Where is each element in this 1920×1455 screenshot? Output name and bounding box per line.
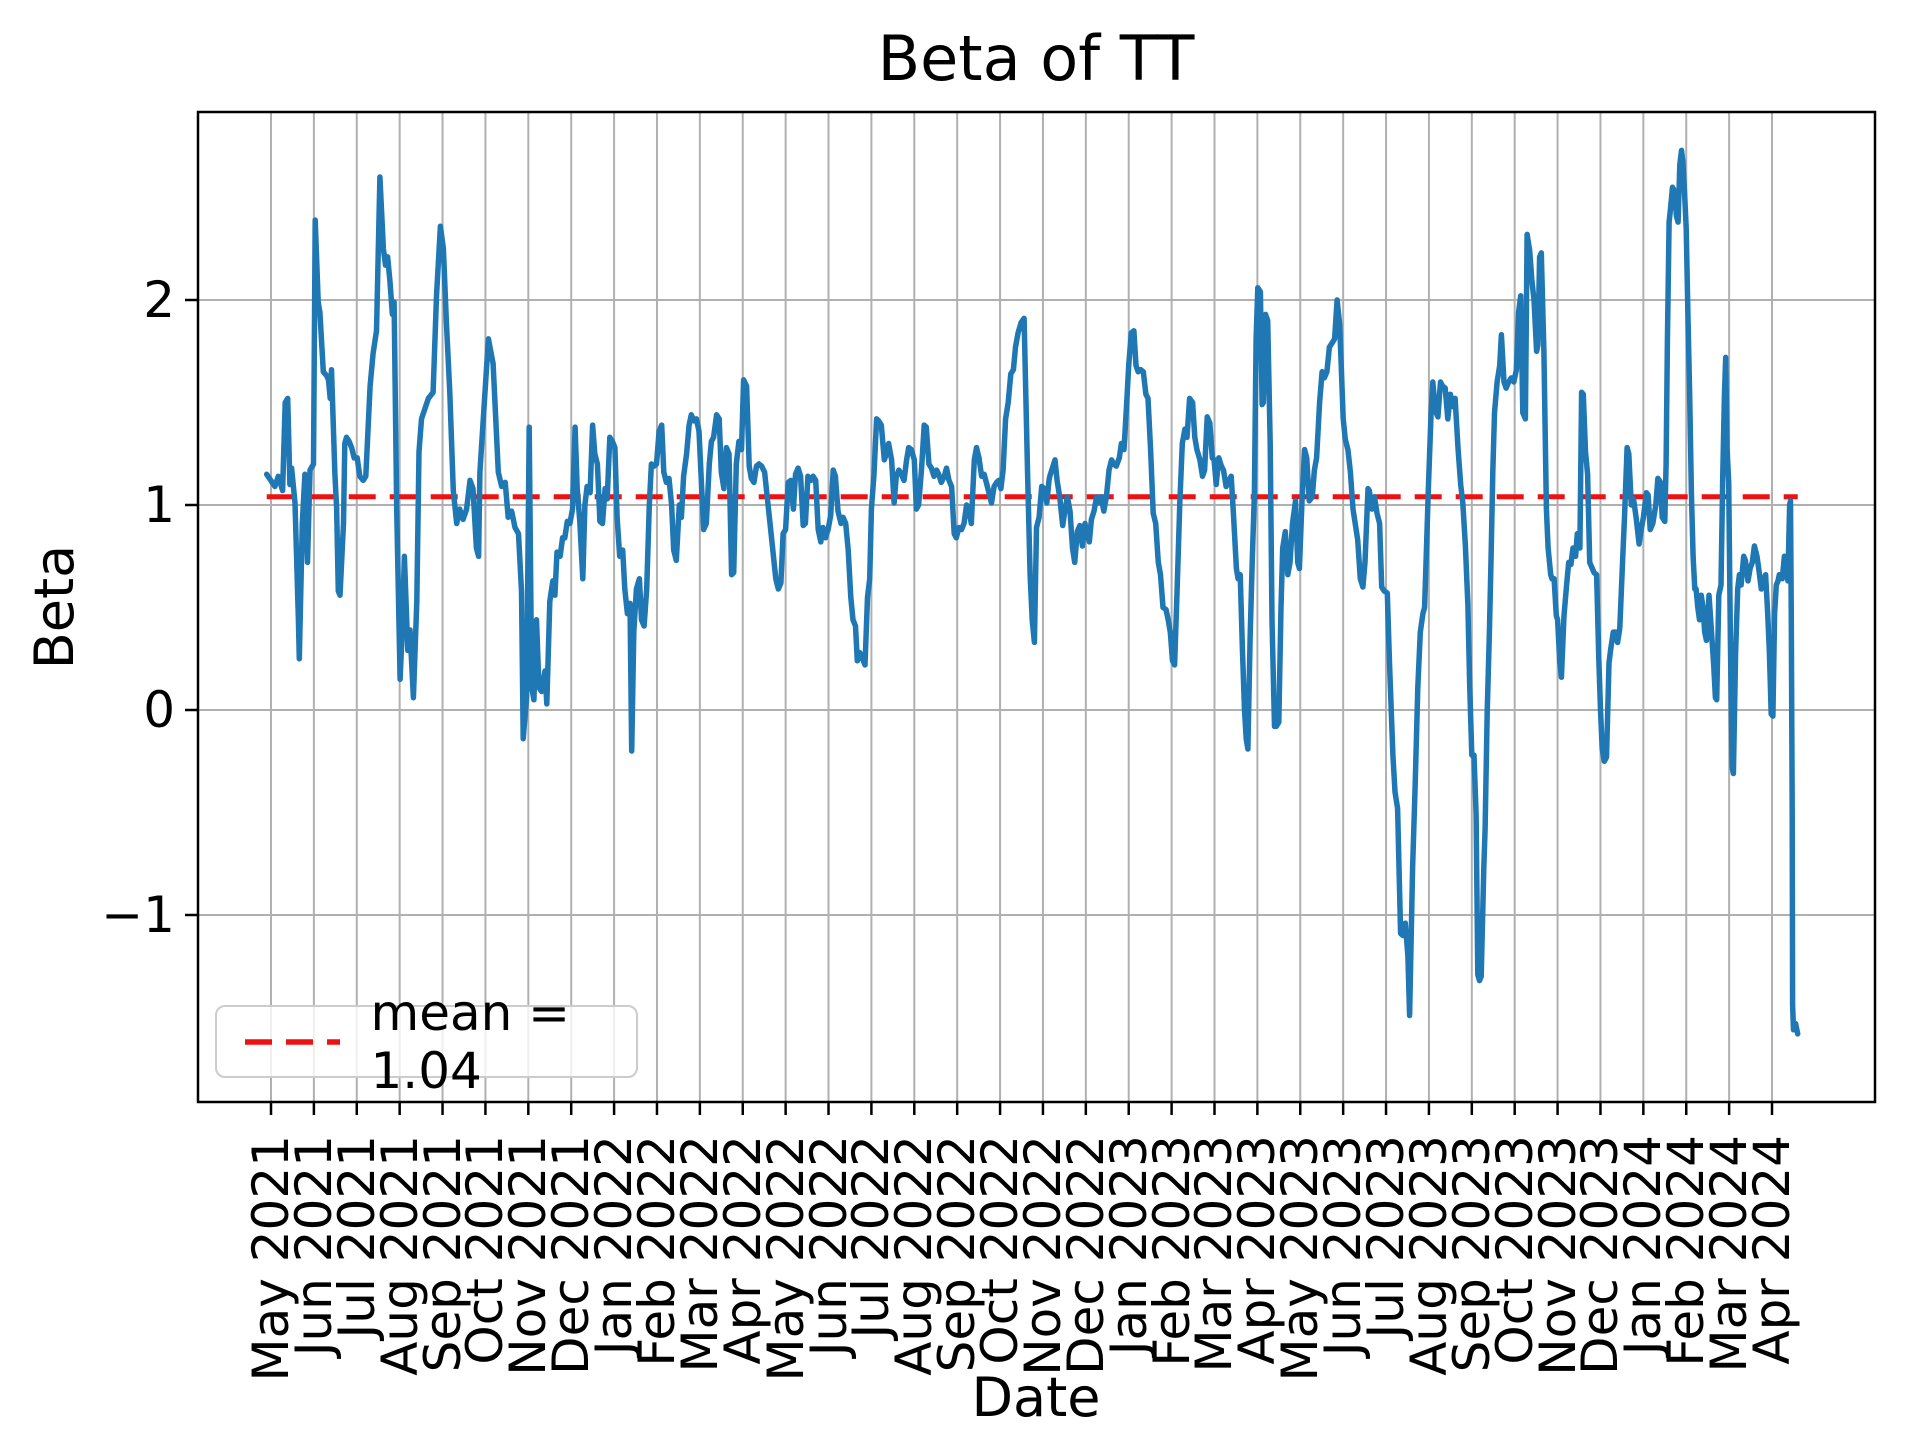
y-tick-label: 2: [143, 271, 175, 329]
axes-spines: [196, 110, 1877, 1104]
legend-dash-sample-icon: [245, 1038, 341, 1045]
chart-title: Beta of TT: [877, 22, 1195, 95]
legend: mean = 1.04: [215, 984, 638, 1100]
plot-border: [196, 110, 1877, 1104]
y-tick-label: −1: [101, 886, 175, 944]
tick-marks: [185, 298, 1774, 1115]
series-layer: [263, 147, 1801, 1037]
y-tick-label: 1: [143, 476, 175, 534]
x-tick-label: Apr 2024: [1743, 1135, 1801, 1365]
grid-lines: [198, 112, 1875, 1102]
beta-line-series: [263, 147, 1801, 1037]
legend-label: mean = 1.04: [370, 983, 571, 1100]
x-axis-label: Date: [971, 1366, 1101, 1429]
y-tick-label: 0: [143, 681, 175, 739]
